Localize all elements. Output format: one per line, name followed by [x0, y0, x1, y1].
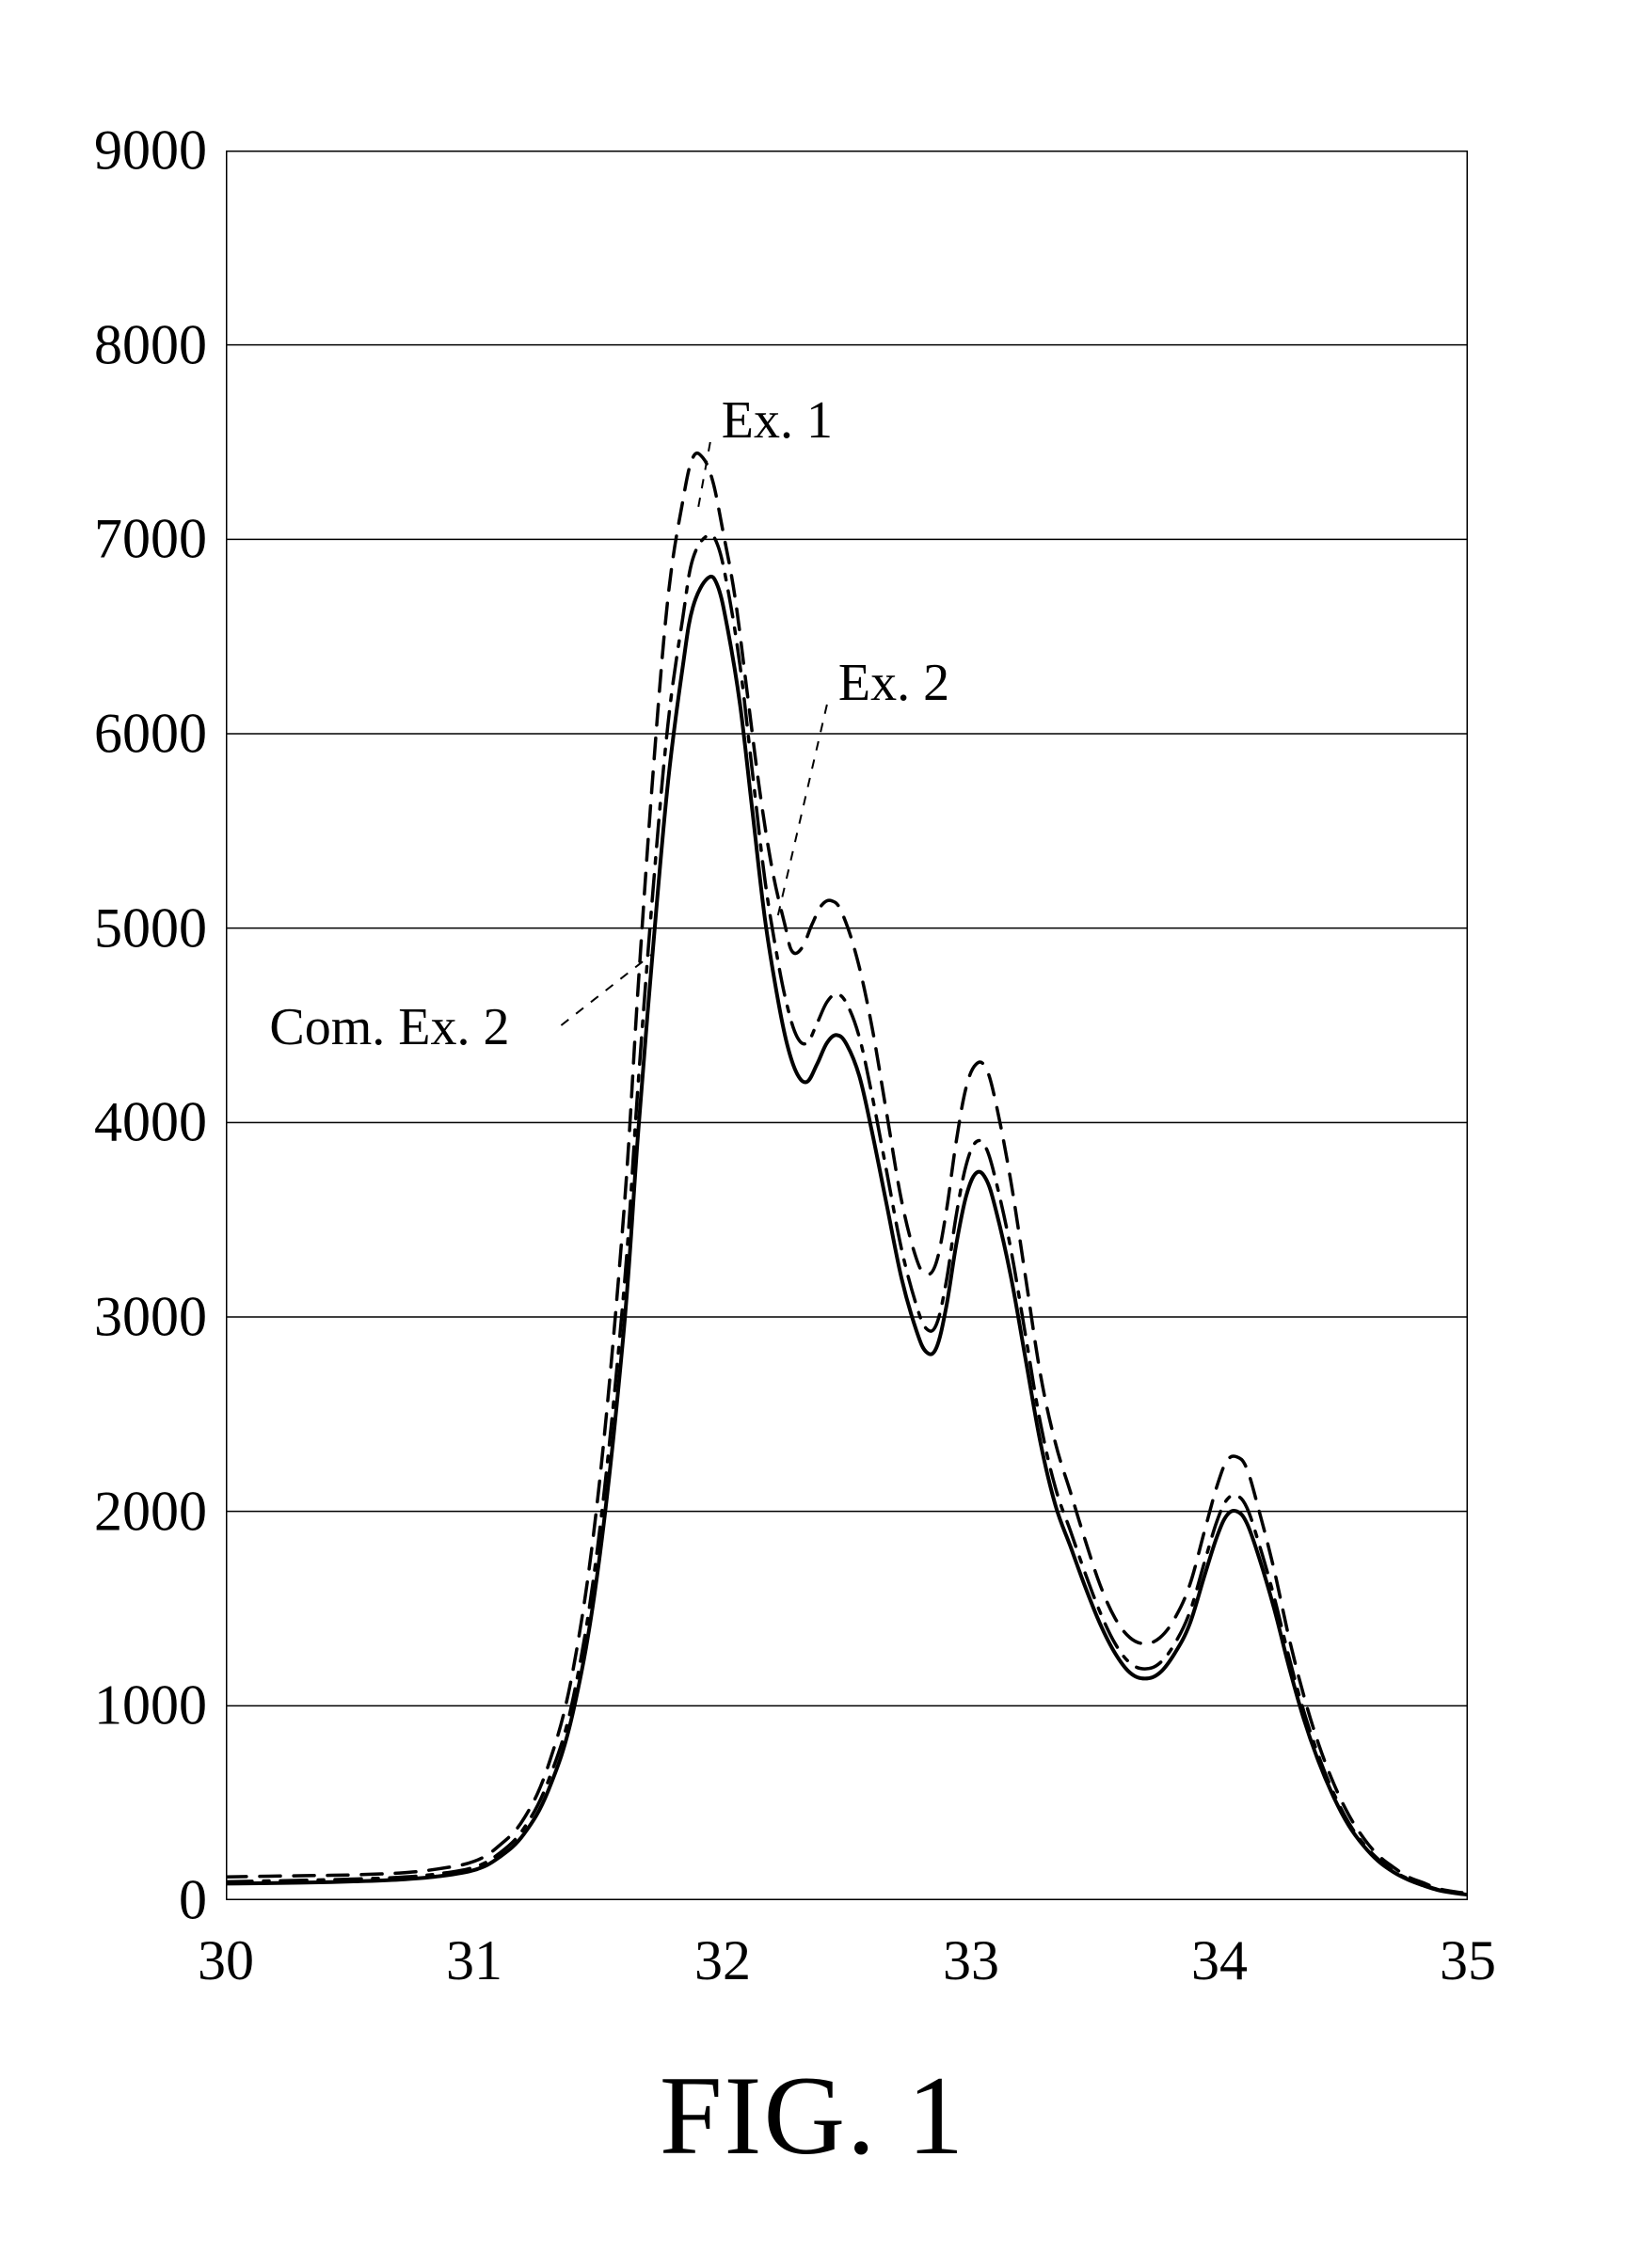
y-tick-label: 0 — [66, 1868, 207, 1933]
x-tick-label: 33 — [943, 1928, 999, 1993]
figure-caption: FIG. 1 — [0, 2051, 1625, 2181]
label-ex1: Ex. 1 — [722, 390, 833, 451]
x-tick-label: 30 — [198, 1928, 254, 1993]
y-tick-label: 9000 — [66, 119, 207, 183]
series-ex2 — [226, 534, 1468, 1895]
y-tick-label: 1000 — [66, 1673, 207, 1738]
y-tick-label: 6000 — [66, 702, 207, 767]
x-tick-label: 31 — [446, 1928, 502, 1993]
x-tick-label: 32 — [694, 1928, 751, 1993]
x-tick-label: 34 — [1191, 1928, 1248, 1993]
y-tick-label: 3000 — [66, 1285, 207, 1350]
label-ex2: Ex. 2 — [838, 653, 949, 713]
label-comex2: Com. Ex. 2 — [269, 997, 509, 1057]
y-tick-label: 5000 — [66, 896, 207, 960]
y-tick-label: 4000 — [66, 1090, 207, 1155]
y-tick-label: 7000 — [66, 507, 207, 572]
series-comex2 — [226, 577, 1468, 1895]
figure-page: 0 1000 2000 3000 4000 5000 6000 7000 8000 9000 30… — [0, 0, 1625, 2268]
y-tick-label: 8000 — [66, 312, 207, 377]
y-tick-label: 2000 — [66, 1479, 207, 1544]
x-tick-label: 35 — [1440, 1928, 1496, 1993]
